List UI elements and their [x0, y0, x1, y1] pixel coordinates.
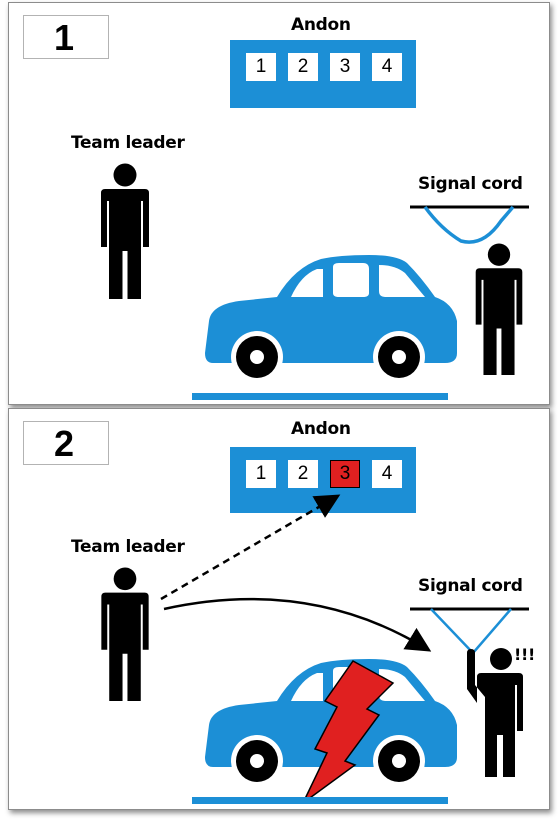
- andon-cell-2: 2: [288, 53, 318, 81]
- team-leader-person-icon: [101, 163, 149, 299]
- car-icon: [205, 255, 457, 383]
- andon-cell-4: 4: [372, 53, 402, 81]
- exclamation-marks: !!!: [514, 645, 535, 664]
- andon-board: 1 2 3 4: [230, 447, 416, 513]
- arrows-layer: [160, 494, 432, 652]
- signal-cord-label: Signal cord: [418, 174, 523, 194]
- andon-title: Andon: [291, 419, 351, 439]
- operator-pulling-cord-icon: [467, 648, 523, 777]
- andon-cell-2: 2: [288, 460, 318, 488]
- andon-title: Andon: [291, 15, 351, 35]
- production-line-floor: [192, 797, 448, 804]
- signal-cord-icon: [410, 205, 529, 244]
- operator-person-icon: [475, 243, 523, 376]
- andon-cell-1: 1: [246, 460, 276, 488]
- team-leader-label: Team leader: [71, 537, 185, 557]
- arrow-to-signal-cord: [163, 597, 432, 652]
- andon-board: 1 2 3 4: [230, 40, 416, 108]
- step-number-box: 2: [23, 421, 109, 465]
- lightning-bolt-icon: [302, 660, 395, 804]
- andon-cell-3-alert: 3: [330, 460, 360, 488]
- panel-step-2: 2 Andon 1 2 3 4 Team leader Signal cord …: [8, 408, 550, 810]
- signal-cord-label: Signal cord: [418, 576, 523, 596]
- step-number-box: 1: [23, 15, 109, 59]
- panel-step-1: 1 Andon 1 2 3 4 Team leader Signal cord: [8, 2, 550, 405]
- team-leader-label: Team leader: [71, 133, 185, 153]
- dashed-arrow-to-andon: [160, 494, 341, 601]
- andon-cell-1: 1: [246, 53, 276, 81]
- andon-cell-4: 4: [372, 460, 402, 488]
- production-line-floor: [192, 393, 448, 400]
- andon-cell-3: 3: [330, 53, 360, 81]
